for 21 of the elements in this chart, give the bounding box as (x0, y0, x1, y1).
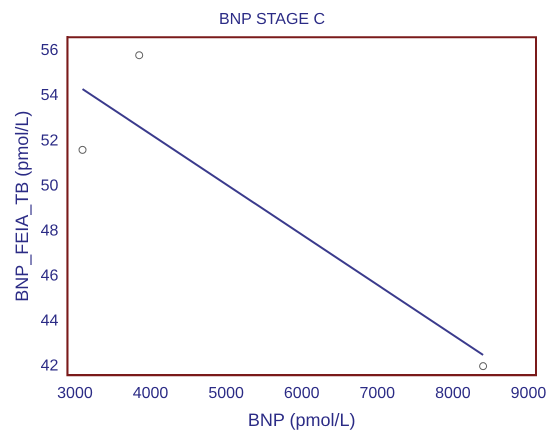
x-tick-label: 9000 (510, 385, 546, 402)
y-tick-label: 42 (40, 358, 58, 375)
chart-title: BNP STAGE C (218, 11, 326, 28)
y-axis-title: BNP_FEIA_TB (pmol/L) (12, 110, 32, 302)
y-tick-label: 46 (40, 267, 58, 284)
point (479, 362, 488, 370)
y-tick-label: 48 (40, 222, 58, 240)
y-tick-label: 44 (40, 312, 58, 330)
x-tick-label: 5000 (208, 385, 244, 402)
x-tick-label: 4000 (132, 385, 168, 402)
y-tick-label: 54 (40, 87, 58, 104)
x-tick-label: 3000 (57, 385, 93, 402)
x-tick-label: 6000 (284, 385, 320, 402)
y-tick-label: 52 (40, 132, 58, 150)
x-axis-title: BNP (pmol/L) (248, 410, 356, 430)
point (135, 51, 144, 60)
x-tick-label: 7000 (359, 385, 396, 402)
y-tick-label: 50 (40, 177, 58, 194)
y-tick-label: 56 (40, 42, 58, 60)
x-tick-label: 8000 (435, 385, 471, 402)
point (78, 146, 87, 154)
